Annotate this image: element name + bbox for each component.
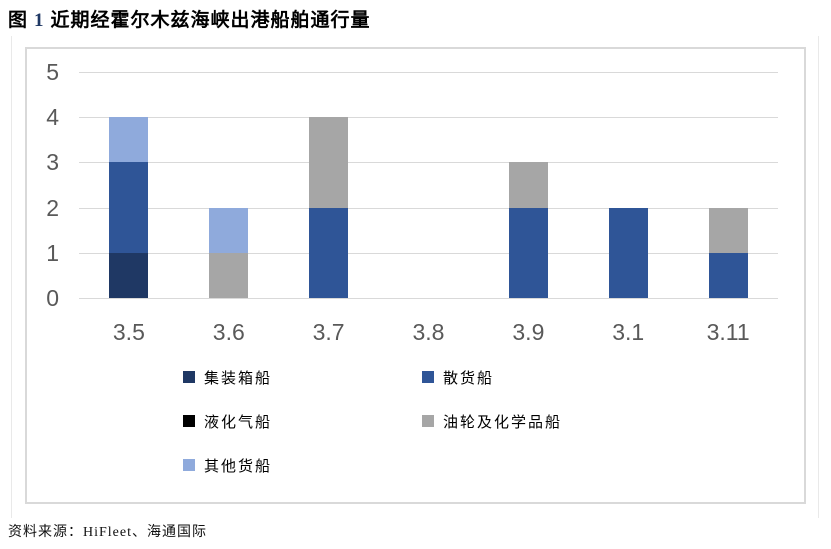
bar-segment	[708, 207, 748, 253]
gridline	[79, 207, 778, 209]
legend-swatch	[422, 415, 434, 427]
bar-segment	[109, 252, 149, 298]
legend-label: 散货船	[443, 370, 495, 387]
x-axis-tick-label: 3.9	[512, 319, 545, 345]
chart-legend: 集装箱船 散货船液化气船 油轮及化学品船其他货船	[183, 367, 562, 475]
bar-segment	[209, 252, 249, 298]
x-axis-tick-label: 3.11	[706, 319, 750, 345]
figure-title-text: 近期经霍尔木兹海峡出港船舶通行量	[50, 10, 371, 31]
legend-item: 其他货船	[183, 455, 422, 475]
legend-item: 油轮及化学品船	[422, 411, 562, 431]
x-axis-tick-label: 3.5	[112, 319, 145, 345]
legend-label: 其他货船	[204, 458, 273, 475]
bar-segment	[109, 117, 149, 163]
legend-item: 散货船	[422, 367, 562, 387]
x-axis-tick-label: 3.8	[412, 319, 445, 345]
source-note: 资料来源：HiFleet、海通国际	[8, 525, 207, 540]
legend-item: 液化气船	[183, 411, 422, 431]
y-axis-tick-label: 2	[46, 194, 59, 221]
gridline	[79, 72, 778, 73]
bar-segment	[209, 207, 249, 253]
x-axis-tick-label: 3.7	[312, 319, 345, 345]
y-axis-tick-label: 5	[46, 59, 59, 85]
legend-swatch	[422, 371, 434, 383]
y-axis-tick-label: 1	[46, 239, 59, 266]
bar-segment	[109, 162, 149, 253]
document-column-border-right	[818, 36, 819, 518]
document-column-border-left	[11, 36, 12, 518]
bar-segment	[309, 117, 349, 208]
chart-frame: 0 1 2 3 4 5 3.5 3.6 3.7 3.8 3.9 3.1 3.11 集装箱船 散货船液化气船…	[25, 47, 806, 504]
legend-swatch	[183, 371, 195, 383]
gridline	[79, 298, 778, 299]
bar-segment	[708, 252, 748, 298]
bar-segment	[508, 162, 548, 208]
figure-title: 图 1 近期经霍尔木兹海峡出港船舶通行量	[8, 5, 371, 32]
y-axis-tick-label: 3	[46, 149, 59, 176]
legend-label: 液化气船	[204, 414, 273, 431]
legend-label: 集装箱船	[204, 370, 273, 387]
gridline	[79, 117, 778, 119]
x-axis-tick-label: 3.6	[212, 319, 245, 345]
gridline	[79, 252, 778, 254]
figure-title-prefix: 图	[8, 10, 29, 31]
legend-label: 油轮及化学品船	[443, 414, 563, 431]
legend-item: 集装箱船	[183, 367, 422, 387]
stacked-bar-chart: 0 1 2 3 4 5 3.5 3.6 3.7 3.8 3.9 3.1 3.11	[27, 49, 804, 502]
y-axis-tick-label: 0	[46, 285, 59, 311]
legend-swatch	[183, 459, 195, 471]
bar-segment	[309, 207, 349, 298]
bar-segment	[508, 207, 548, 298]
legend-swatch	[183, 415, 195, 427]
gridline	[79, 162, 778, 164]
bar-segment	[608, 207, 648, 298]
y-axis-tick-label: 4	[46, 104, 59, 131]
x-axis-tick-label: 3.1	[612, 319, 645, 345]
figure-number: 1	[34, 10, 45, 31]
